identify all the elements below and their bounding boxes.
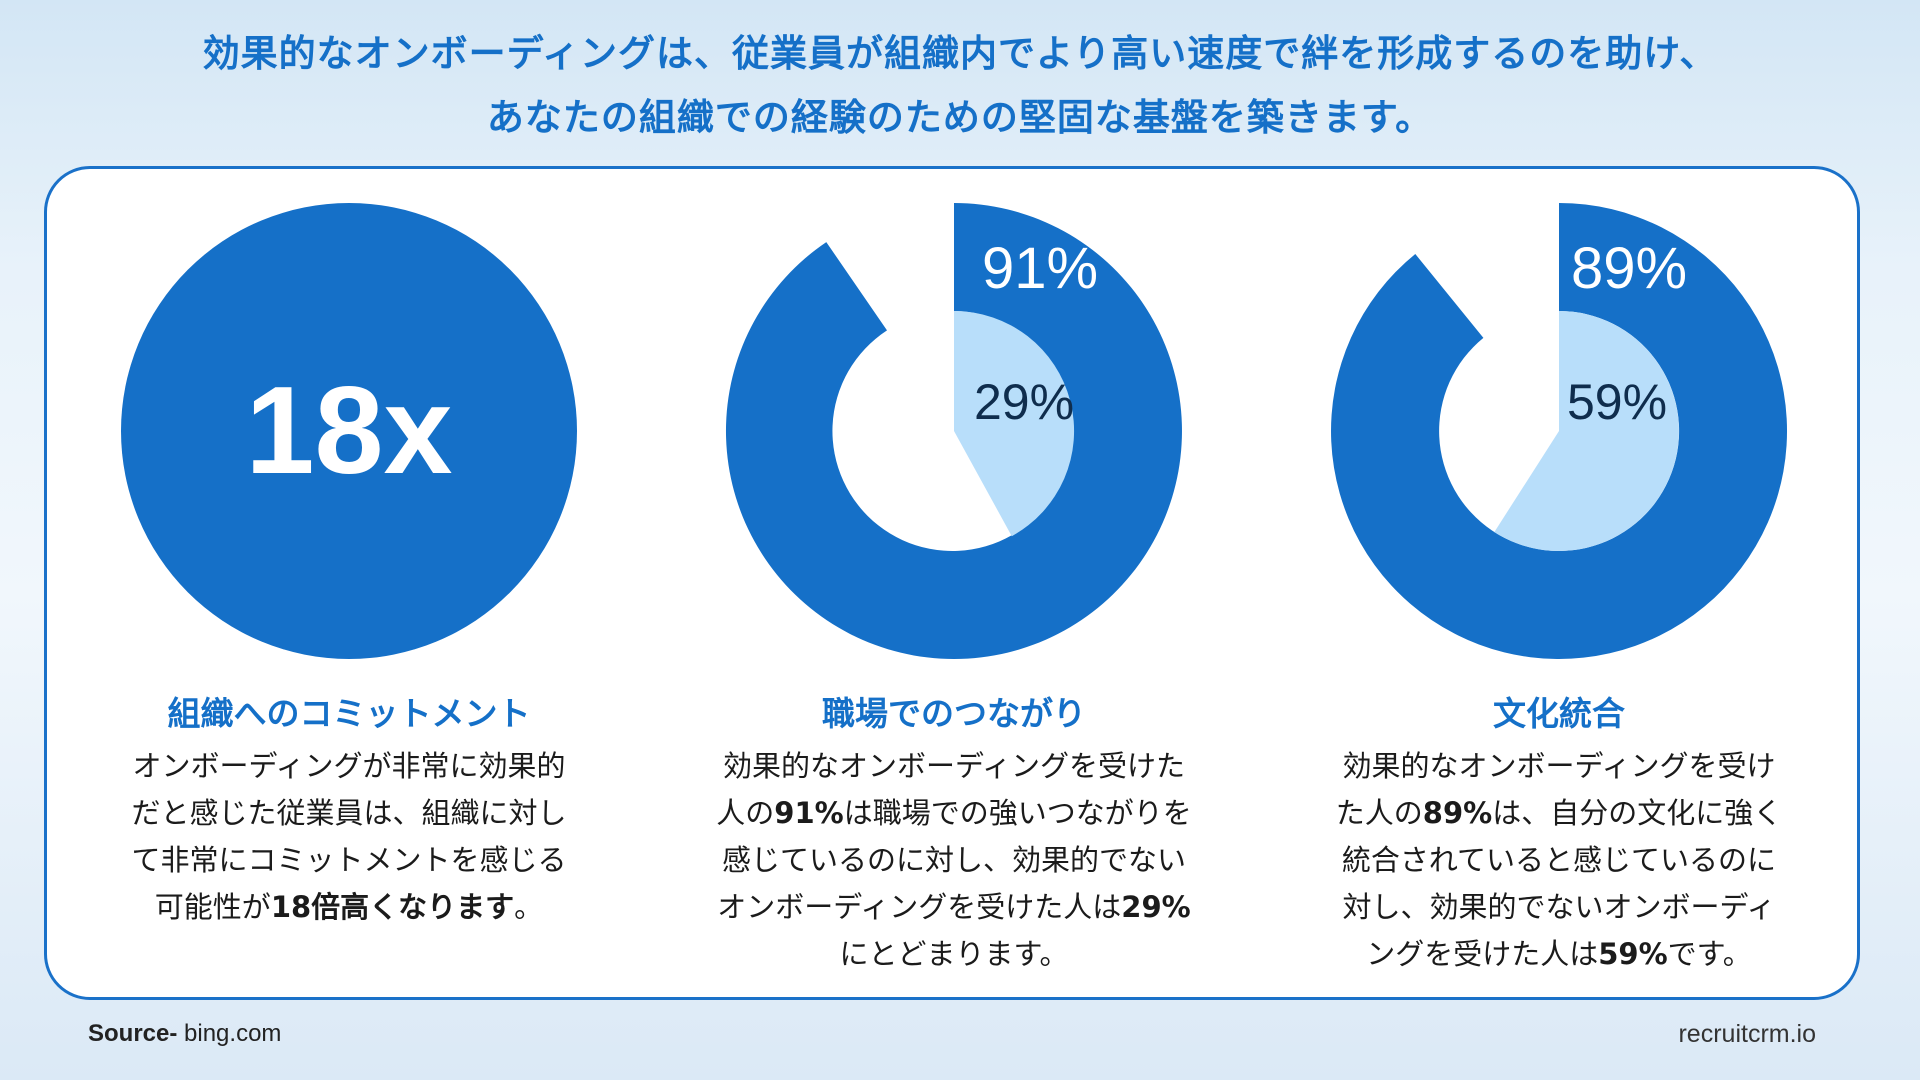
inner-percent-label: 29% (974, 374, 1075, 430)
desc-line: だと感じた従業員は、組織に対し (131, 796, 567, 830)
desc-line: 統合されていると感じているのに (1341, 843, 1777, 877)
circle-shape (121, 203, 577, 659)
stat-heading: 職場でのつながり (822, 694, 1086, 733)
title-line-2: あなたの組織での経験のための堅固な基盤を築きます。 (486, 96, 1434, 139)
outer-percent-label: 89% (1571, 236, 1688, 301)
donut-shape (725, 203, 1182, 659)
stat-description: 効果的なオンボーディングを受けた 人の91%は職場での強いつながりを 感じている… (704, 743, 1204, 978)
stats-card: 18x 組織へのコミットメント オンボーディングが非常に効果的 だと感じた従業員… (44, 166, 1860, 1000)
desc-line: 人の91%は職場での強いつながりを (716, 796, 1192, 830)
desc-line: た人の89%は、自分の文化に強く (1335, 796, 1783, 830)
donut-shape (1331, 203, 1788, 659)
brand-credit: recruitcrm.io (1678, 1020, 1816, 1048)
stat-heading: 文化統合 (1493, 694, 1625, 733)
desc-line: 感じているのに対し、効果的でない (721, 843, 1186, 877)
inner-percent-label: 59% (1567, 374, 1668, 430)
big-circle: 18x (119, 201, 579, 661)
desc-line: オンボーディングが非常に効果的 (132, 749, 566, 783)
stat-value: 18x (245, 362, 453, 500)
outer-percent-label: 91% (982, 236, 1099, 301)
stat-description: 効果的なオンボーディングを受け た人の89%は、自分の文化に強く 統合されている… (1309, 743, 1809, 978)
desc-line: 効果的なオンボーディングを受け (1342, 749, 1776, 783)
title-line-1: 効果的なオンボーディングは、従業員が組織内でより高い速度で絆を形成するのを助け、 (202, 32, 1718, 75)
desc-line: て非常にコミットメントを感じる (131, 843, 567, 877)
stat-description: オンボーディングが非常に効果的 だと感じた従業員は、組織に対し て非常にコミット… (99, 743, 599, 931)
desc-line: 可能性が18倍高くなります。 (154, 890, 544, 924)
desc-line: 効果的なオンボーディングを受けた (723, 749, 1185, 783)
donut-chart: 91% 29% (724, 201, 1184, 661)
page-title: 効果的なオンボーディングは、従業員が組織内でより高い速度で絆を形成するのを助け、… (0, 22, 1920, 150)
donut-chart: 89% 59% (1329, 201, 1789, 661)
source-credit: Source- bing.com (88, 1020, 282, 1047)
stat-heading: 組織へのコミットメント (167, 694, 531, 733)
desc-line: ングを受けた人は59%です。 (1366, 937, 1752, 971)
desc-line: 対し、効果的でないオンボーディ (1342, 890, 1776, 924)
desc-line: にとどまります。 (839, 937, 1069, 971)
desc-line: オンボーディングを受けた人は29% (717, 890, 1191, 924)
